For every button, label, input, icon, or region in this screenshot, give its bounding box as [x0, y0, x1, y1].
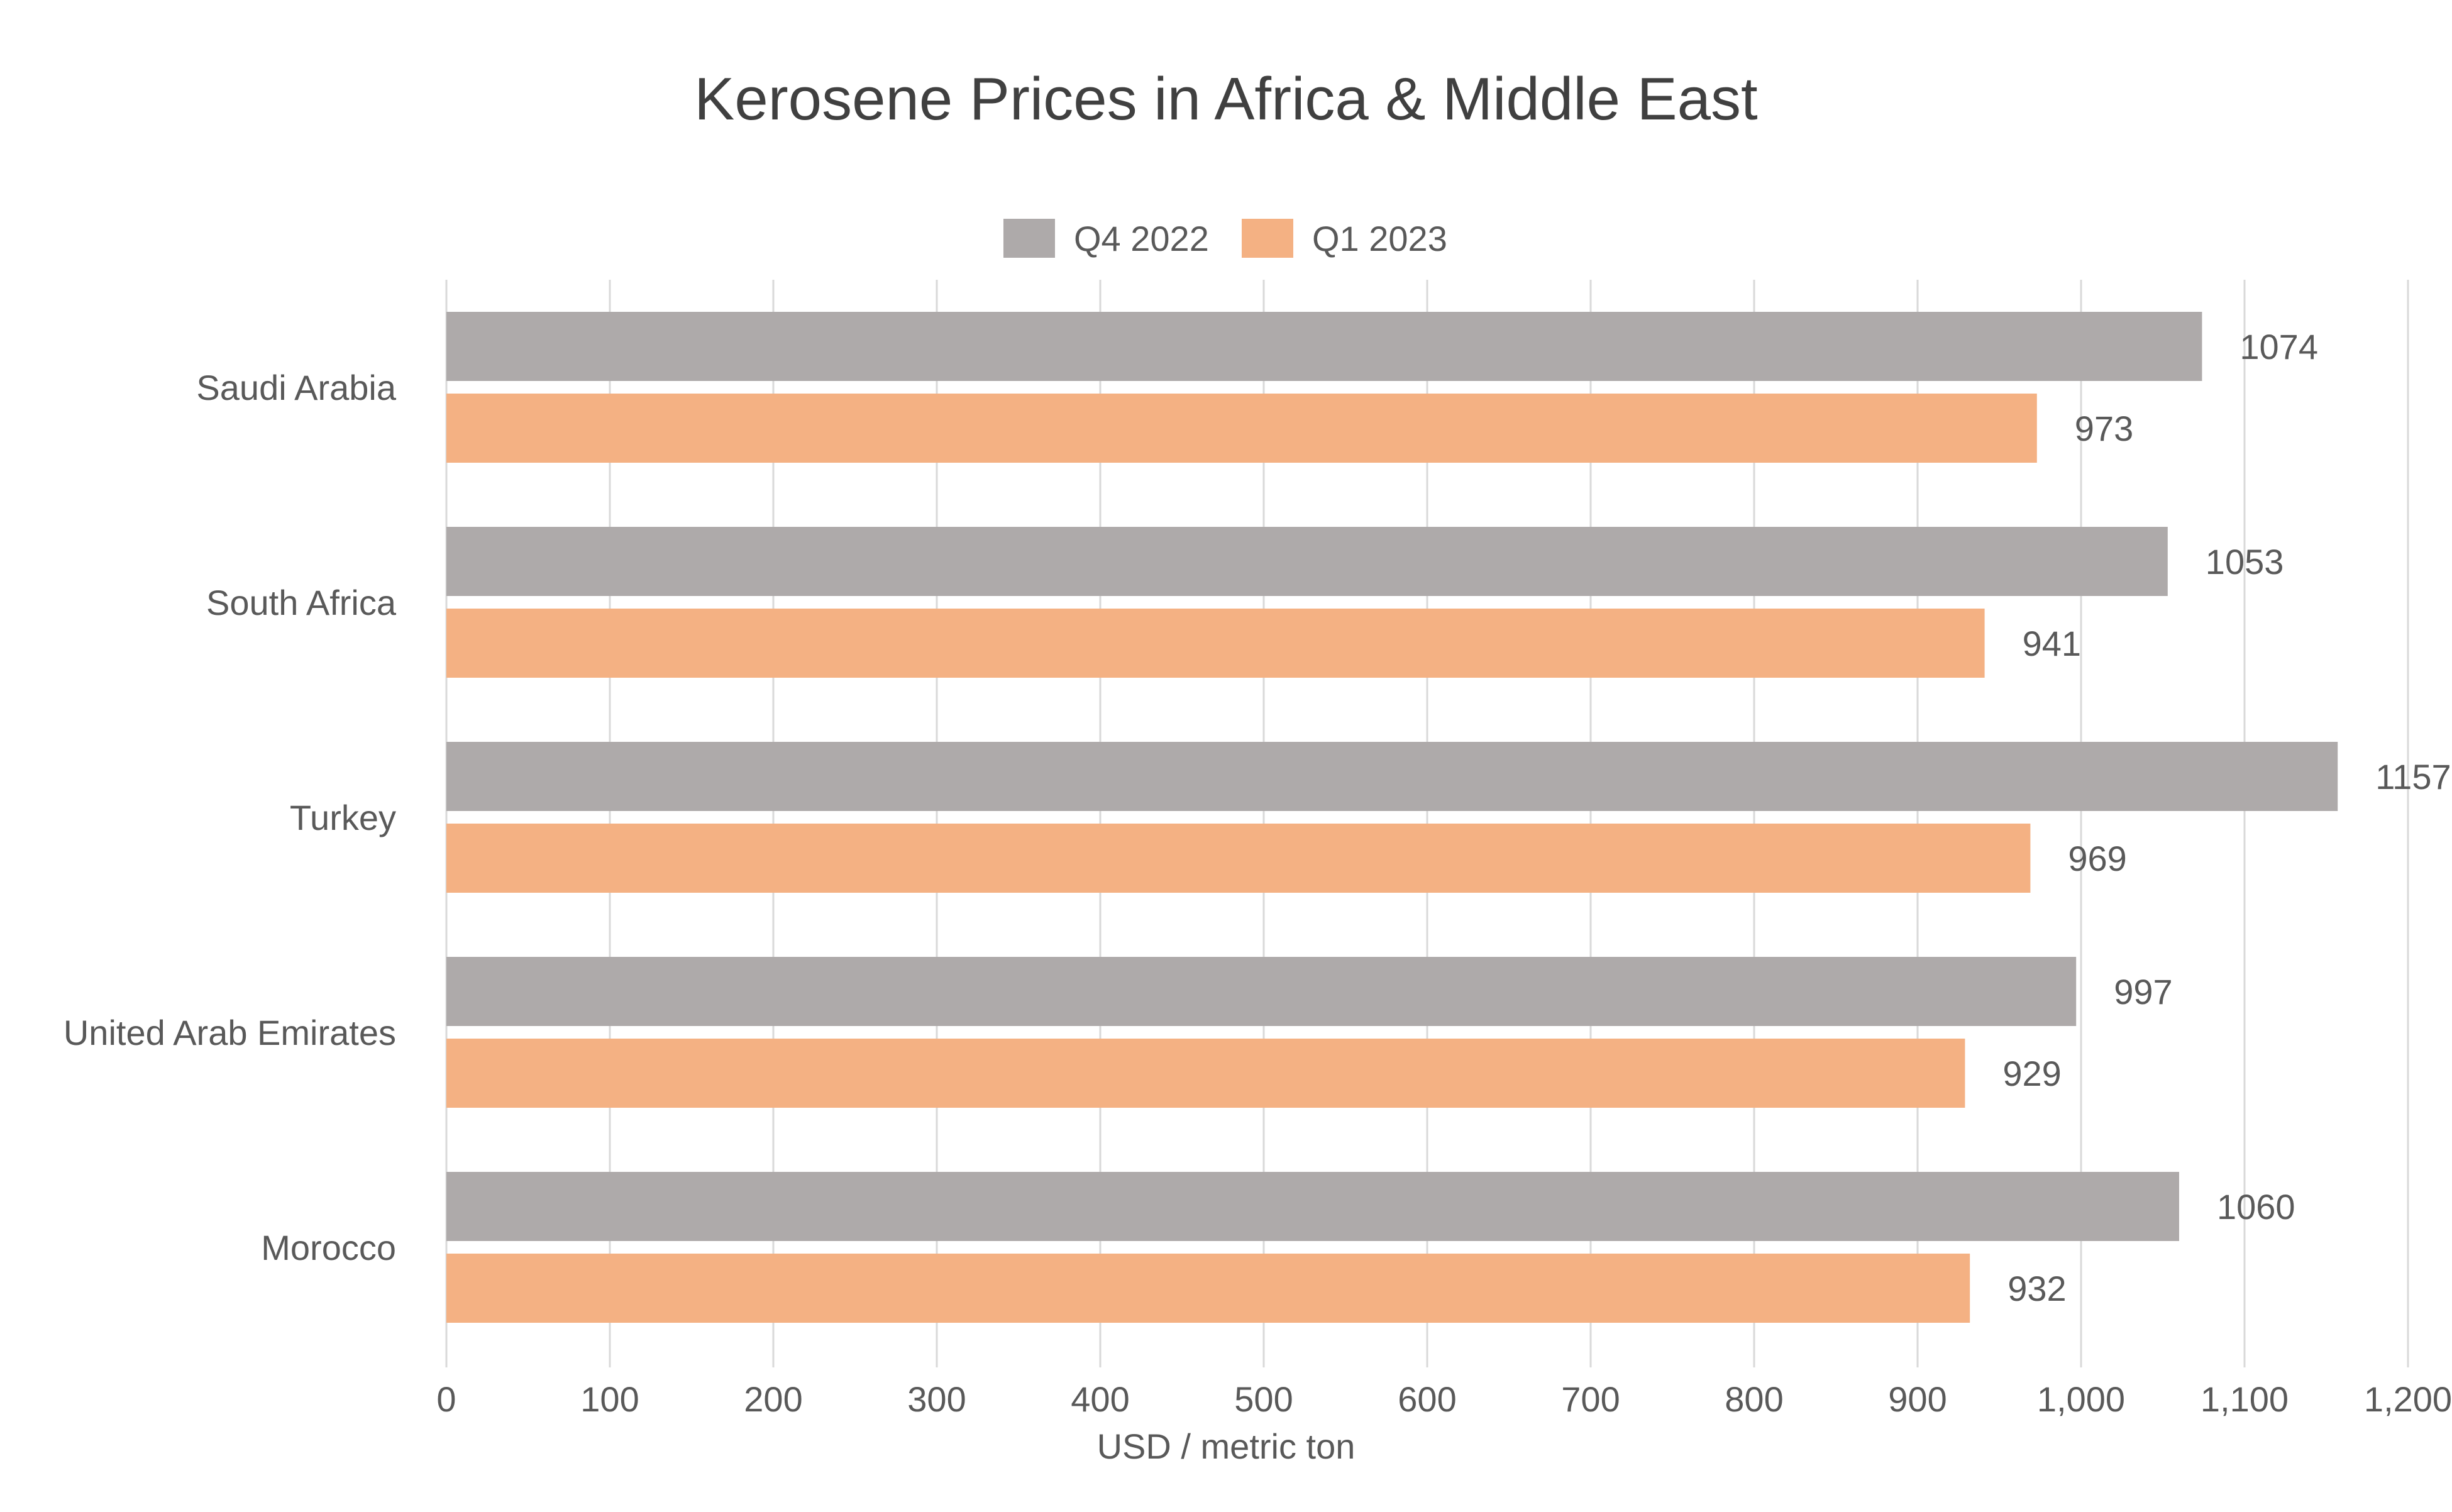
bar: [446, 957, 2077, 1026]
bar: [446, 609, 1985, 678]
category-label: Saudi Arabia: [196, 368, 396, 407]
x-tick-label: 400: [1071, 1379, 1129, 1419]
data-label: 1074: [2239, 327, 2318, 367]
x-tick-label: 500: [1234, 1379, 1293, 1419]
bar: [446, 824, 2031, 893]
data-labels: 1074 973 1053 941 1157 969 997 929 1060 932: [2002, 327, 2451, 1308]
x-tick-label: 900: [1888, 1379, 1947, 1419]
x-tick-label: 700: [1561, 1379, 1620, 1419]
data-label: 932: [2007, 1269, 2066, 1308]
chart-title: Kerosene Prices in Africa & Middle East: [694, 65, 1757, 133]
data-label: 929: [2002, 1054, 2061, 1093]
bar: [446, 1039, 1965, 1108]
legend-swatch: [1003, 219, 1055, 258]
x-tick-label: 600: [1398, 1379, 1456, 1419]
legend-label: Q4 2022: [1074, 219, 1209, 258]
x-tick-label: 200: [744, 1379, 802, 1419]
x-tick-label: 1,100: [2201, 1379, 2289, 1419]
bar: [446, 312, 2202, 381]
x-tick-label: 100: [580, 1379, 639, 1419]
x-tick-label: 1,000: [2037, 1379, 2125, 1419]
data-label: 1060: [2217, 1187, 2295, 1227]
category-label: South Africa: [206, 583, 397, 622]
bar: [446, 394, 2037, 463]
legend: Q4 2022 Q1 2023: [1003, 219, 1447, 258]
bar: [446, 742, 2338, 811]
x-axis-title: USD / metric ton: [1097, 1426, 1356, 1466]
data-label: 1053: [2206, 542, 2284, 582]
x-tick-label: 1,200: [2364, 1379, 2452, 1419]
legend-swatch: [1242, 219, 1293, 258]
bar: [446, 527, 2168, 596]
data-label: 973: [2075, 409, 2133, 448]
data-label: 1157: [2375, 757, 2451, 797]
bars: [446, 312, 2338, 1323]
axes: 0 100 200 300 400 500 600 700 800 900 1,000 1,100 1,…: [64, 368, 2452, 1419]
legend-label: Q1 2023: [1312, 219, 1447, 258]
x-tick-label: 800: [1725, 1379, 1783, 1419]
category-label: United Arab Emirates: [64, 1013, 396, 1052]
data-label: 969: [2068, 839, 2126, 878]
bar: [446, 1172, 2179, 1241]
x-tick-label: 0: [436, 1379, 456, 1419]
x-tick-label: 300: [907, 1379, 966, 1419]
data-label: 941: [2023, 624, 2081, 663]
category-label: Turkey: [290, 798, 396, 837]
bar: [446, 1254, 1970, 1323]
category-label: Morocco: [261, 1228, 396, 1267]
data-label: 997: [2114, 972, 2172, 1012]
